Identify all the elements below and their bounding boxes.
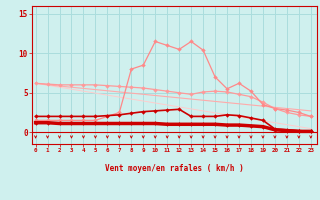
X-axis label: Vent moyen/en rafales ( km/h ): Vent moyen/en rafales ( km/h ) (105, 164, 244, 173)
